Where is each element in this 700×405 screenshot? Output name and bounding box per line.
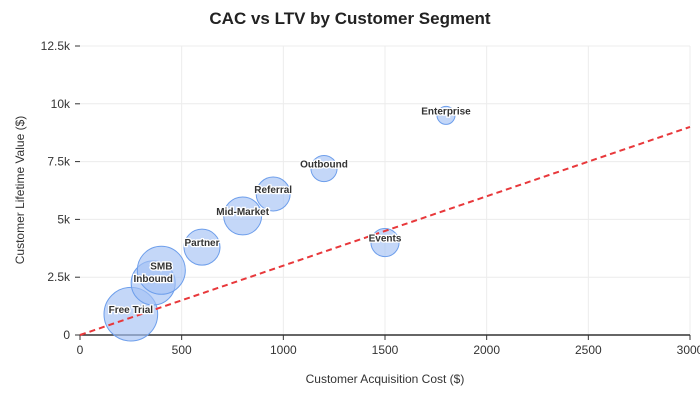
- bubble-referral: [255, 176, 291, 212]
- y-tick-label: 10k: [51, 97, 71, 111]
- bubble-mid-market: [223, 196, 263, 236]
- bubble-labels: Free Trial Inbound SMB Partner Mid-Market Ref…: [107, 105, 472, 317]
- bubble-events: [370, 227, 400, 258]
- bubble-label: Free Trial: [109, 305, 154, 316]
- y-tick-label: 12.5k: [41, 39, 71, 53]
- x-axis-label: Customer Acquisition Cost ($): [306, 372, 465, 386]
- y-tick-label: 7.5k: [47, 155, 71, 169]
- bubble-label: Inbound: [133, 274, 172, 285]
- x-tick-label: 1000: [270, 343, 297, 357]
- y-tick-label: 0: [63, 328, 70, 342]
- bubble-label: Referral: [254, 185, 292, 196]
- bubble-smb: [136, 245, 186, 295]
- bubble-outbound: [310, 154, 338, 183]
- bubble-label: Outbound: [300, 160, 348, 171]
- x-tick-label: 1500: [372, 343, 399, 357]
- bubbles: [103, 105, 456, 342]
- bubble-partner: [183, 228, 221, 266]
- bubble-label: Enterprise: [421, 106, 471, 117]
- bubble-label: Partner: [184, 238, 219, 249]
- x-tick-label: 2000: [473, 343, 500, 357]
- chart-title: CAC vs LTV by Customer Segment: [209, 9, 491, 28]
- x-tick-label: 2500: [575, 343, 602, 357]
- y-tick-label: 5k: [57, 212, 71, 226]
- bubble-label: SMB: [150, 261, 172, 272]
- bubble-label: Events: [369, 234, 402, 245]
- reference-line-group: [79, 125, 691, 336]
- y-axis-label: Customer Lifetime Value ($): [13, 116, 27, 265]
- reference-line: [79, 125, 691, 336]
- bubble-label: Mid-Market: [216, 207, 269, 218]
- bubble-enterprise: [436, 105, 456, 125]
- x-tick-label: 500: [172, 343, 192, 357]
- x-tick-label: 0: [77, 343, 84, 357]
- y-tick-label: 2.5k: [47, 270, 71, 284]
